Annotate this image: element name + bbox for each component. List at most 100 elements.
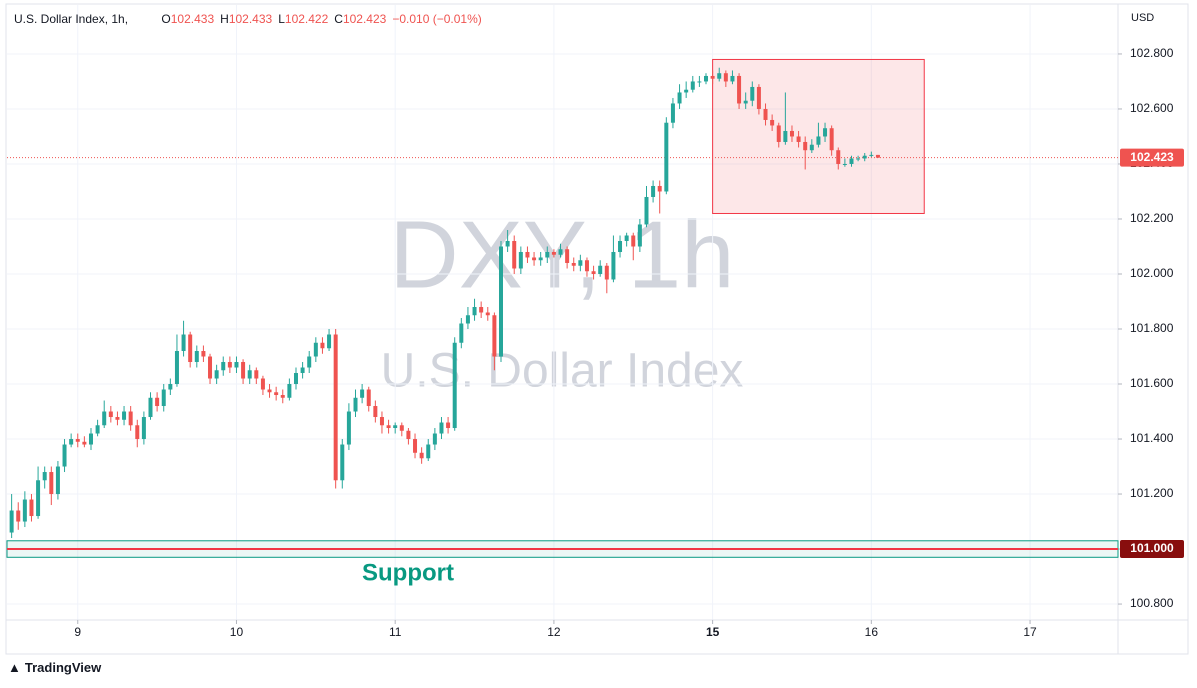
candle-body	[49, 472, 54, 495]
candle-body	[194, 351, 199, 363]
ohlc-key: L	[278, 12, 285, 26]
candle-body	[102, 411, 107, 426]
candle-body	[300, 367, 305, 374]
candle-body	[155, 397, 160, 407]
candle-body	[221, 362, 226, 371]
y-tick-label: 101.800	[1130, 321, 1174, 335]
candle-body	[353, 397, 358, 412]
candle-body	[710, 75, 715, 79]
candle-body	[108, 411, 113, 418]
x-tick-label: 15	[706, 625, 720, 639]
candle-body	[465, 315, 470, 324]
symbol-title: U.S. Dollar Index, 1h,	[14, 12, 129, 26]
change: −0.010 (−0.01%)	[392, 12, 482, 26]
candle-body	[637, 224, 642, 247]
y-tick-label: 102.600	[1130, 101, 1174, 115]
last-price-box	[1120, 148, 1184, 167]
candle-body	[750, 86, 755, 101]
candle-body	[161, 389, 166, 407]
candle-body	[128, 411, 133, 426]
candle-body	[505, 240, 510, 247]
candle-body	[842, 163, 847, 165]
candle-body	[803, 141, 808, 151]
candle-body	[796, 136, 801, 142]
y-tick-label: 102.000	[1130, 266, 1174, 280]
support-price-box	[1120, 540, 1184, 559]
ohlc-key: C	[334, 12, 343, 26]
candle-body	[809, 144, 814, 151]
brand[interactable]: ▲ TradingView	[8, 660, 101, 675]
candle-body	[538, 257, 543, 261]
candle-body	[704, 75, 709, 82]
candle-body	[208, 356, 213, 379]
candle-body	[677, 92, 682, 104]
candle-body	[664, 122, 669, 192]
y-tick-label: 101.200	[1130, 486, 1174, 500]
candle-body	[75, 439, 80, 442]
candle-body	[644, 196, 649, 225]
x-tick-label: 10	[230, 625, 244, 639]
ohlc-value: 102.422	[284, 12, 329, 26]
candle-body	[611, 251, 616, 280]
candle-body	[168, 384, 173, 390]
candle-body	[274, 392, 279, 396]
candle-body	[320, 342, 325, 349]
candle-body	[651, 185, 656, 197]
candle-body	[571, 262, 576, 266]
candle-body	[346, 411, 351, 445]
candle-body	[148, 397, 153, 418]
candle-body	[247, 370, 252, 379]
candle-body	[406, 430, 411, 440]
candle-body	[360, 389, 365, 398]
ohlc-value: 102.433	[228, 12, 273, 26]
candle-body	[717, 73, 722, 79]
y-tick-label: 102.200	[1130, 211, 1174, 225]
candle-body	[869, 154, 874, 156]
candle-body	[598, 265, 603, 274]
candle-body	[393, 425, 398, 429]
candle-body	[42, 472, 47, 481]
watermark-name: U.S. Dollar Index	[381, 345, 744, 398]
candle-body	[743, 100, 748, 104]
candle-body	[227, 362, 232, 368]
candle-body	[267, 389, 272, 393]
candle-body	[313, 342, 318, 357]
candle-body	[618, 240, 623, 252]
candle-body	[287, 384, 292, 398]
candle-body	[558, 249, 563, 255]
candle-body	[737, 75, 742, 104]
candle-body	[399, 425, 404, 431]
candle-body	[122, 411, 127, 420]
candle-body	[525, 251, 530, 258]
candle-body	[174, 351, 179, 385]
candle-body	[545, 251, 550, 258]
candle-body	[22, 499, 27, 522]
candle-body	[498, 246, 503, 357]
support-label: Support	[362, 559, 454, 586]
support-price-label: 101.000	[1130, 541, 1174, 555]
candle-body	[379, 417, 384, 426]
ohlc-value: 102.433	[170, 12, 215, 26]
ohlc-value: 102.423	[342, 12, 387, 26]
candle-body	[188, 334, 193, 363]
candle-body	[181, 334, 186, 352]
candle-body	[36, 480, 41, 517]
candle-body	[756, 86, 761, 109]
candle-body	[862, 155, 867, 159]
candle-body	[432, 433, 437, 445]
candle-body	[532, 257, 537, 261]
candle-body	[584, 260, 589, 272]
candle-body	[631, 235, 636, 247]
candle-body	[88, 433, 93, 445]
candle-body	[307, 356, 312, 368]
y-tick-label: 101.600	[1130, 376, 1174, 390]
candle-body	[452, 342, 457, 429]
candle-body	[439, 422, 444, 434]
candle-body	[856, 158, 861, 160]
candle-body	[293, 373, 298, 385]
y-tick-label: 102.800	[1130, 46, 1174, 60]
candle-body	[260, 378, 265, 390]
x-tick-label: 17	[1023, 625, 1037, 639]
candle-body	[657, 185, 662, 192]
